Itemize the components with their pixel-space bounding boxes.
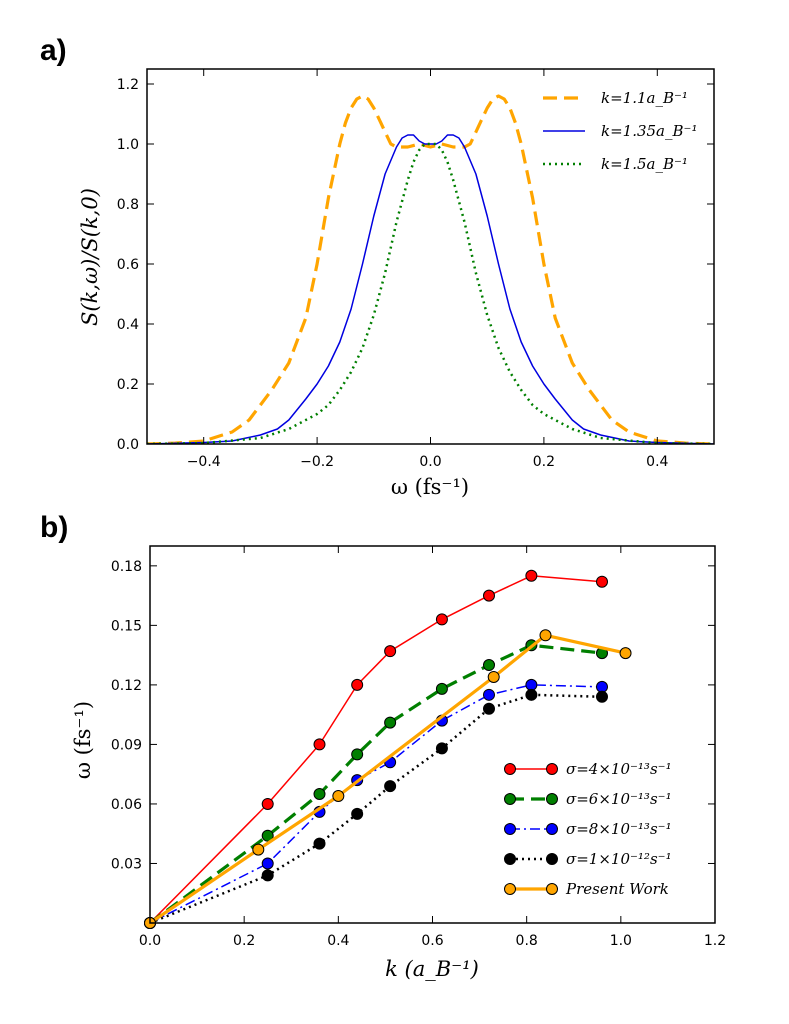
data-point (351, 807, 364, 820)
panel-a-legend: k=1.1a_B⁻¹ k=1.35a_B⁻¹ k=1.5a_B⁻¹ (543, 89, 697, 173)
data-point (261, 797, 274, 810)
y-tick-label: 0.8 (117, 197, 139, 213)
data-point (596, 690, 608, 703)
data-point (351, 748, 364, 761)
data-point (313, 788, 326, 801)
data-point (525, 688, 538, 701)
legend-marker (504, 853, 516, 865)
legend-marker (504, 793, 516, 805)
series-line-3 (150, 684, 603, 923)
legend-label: k=1.1a_B⁻¹ (601, 89, 688, 107)
data-point (525, 569, 538, 582)
data-point (384, 716, 397, 729)
y-tick-label: 0.6 (117, 257, 139, 273)
legend-label: Present Work (565, 880, 669, 898)
data-point (596, 680, 608, 693)
data-point (313, 837, 326, 850)
data-point (487, 670, 500, 683)
data-point (261, 869, 274, 882)
data-point (435, 682, 448, 695)
panel-b-xlabel: k (a_B⁻¹) (385, 957, 479, 981)
data-point (252, 843, 265, 856)
y-tick-label: 0.03 (111, 856, 142, 872)
data-point (539, 629, 552, 642)
legend-marker (546, 763, 558, 775)
data-point (619, 647, 632, 660)
y-tick-label: 0.18 (111, 559, 142, 575)
legend-marker (546, 823, 558, 835)
x-tick-label: 1.0 (610, 933, 632, 949)
data-point (596, 575, 608, 588)
data-point (483, 702, 495, 715)
y-tick-label: 0.0 (117, 437, 139, 453)
y-tick-label: 0.12 (111, 678, 142, 694)
data-point (261, 829, 274, 842)
data-point (261, 857, 274, 870)
data-point (483, 589, 495, 602)
y-tick-label: 1.0 (117, 137, 139, 153)
data-point (332, 790, 345, 803)
data-point (483, 688, 495, 701)
y-tick-label: 0.4 (117, 317, 139, 333)
legend-marker (504, 763, 516, 775)
legend-label: k=1.35a_B⁻¹ (601, 122, 697, 140)
data-point (351, 678, 364, 691)
x-tick-label: 0.2 (533, 454, 555, 470)
x-tick-label: 0.2 (233, 933, 255, 949)
x-tick-label: 1.2 (704, 933, 726, 949)
legend-label: k=1.5a_B⁻¹ (601, 155, 688, 173)
panel-a-ticks: −0.4 −0.2 0.0 0.2 0.4 0.0 0.2 0.4 0.6 0.8 1.0 1.2 (117, 69, 714, 470)
y-tick-label: 0.09 (111, 737, 142, 753)
y-tick-label: 0.15 (111, 618, 142, 634)
panel-b-plot (144, 569, 632, 929)
x-tick-label: 0.8 (516, 933, 538, 949)
data-point (313, 738, 326, 751)
legend-marker (504, 883, 516, 895)
legend-marker (504, 823, 516, 835)
x-tick-label: 0.6 (421, 933, 443, 949)
y-tick-label: 1.2 (117, 77, 139, 93)
x-tick-label: 0.0 (419, 454, 441, 470)
panel-a-label: a) (40, 34, 67, 67)
legend-marker (546, 883, 558, 895)
panel-b-label: b) (40, 511, 68, 544)
panel-b-ticks: 0.0 0.2 0.4 0.6 0.8 1.0 1.2 0.03 0.06 0.09 0.12 0.1… (111, 546, 726, 949)
data-point (483, 659, 495, 672)
series-line-1 (147, 94, 714, 444)
legend-label: σ=6×10⁻¹³s⁻¹ (566, 790, 672, 808)
panel-a-xlabel: ω (fs⁻¹) (391, 475, 469, 499)
series-line-2 (150, 643, 603, 923)
panel-a-plot (147, 94, 714, 444)
legend-marker (546, 793, 558, 805)
series-line-5 (150, 633, 626, 923)
panel-a-ylabel: S(k,ω)/S(k,0) (78, 188, 102, 326)
panel-b-ylabel: ω (fs⁻¹) (71, 701, 95, 779)
legend-label: σ=1×10⁻¹²s⁻¹ (566, 850, 672, 868)
panel-b-legend: σ=4×10⁻¹³s⁻¹ σ=6×10⁻¹³s⁻¹ σ=8×10⁻¹³s⁻¹ σ=1×… (504, 760, 672, 898)
data-point (435, 613, 448, 626)
data-point (435, 742, 448, 755)
series-line-2 (147, 134, 714, 444)
data-point (384, 645, 397, 658)
legend-label: σ=4×10⁻¹³s⁻¹ (566, 760, 672, 778)
data-point (384, 780, 397, 793)
y-tick-label: 0.2 (117, 377, 139, 393)
legend-label: σ=8×10⁻¹³s⁻¹ (566, 820, 672, 838)
x-tick-label: −0.2 (300, 454, 334, 470)
legend-marker (546, 853, 558, 865)
x-tick-label: 0.4 (646, 454, 668, 470)
y-tick-label: 0.06 (111, 797, 142, 813)
data-point (525, 678, 538, 691)
x-tick-label: 0.0 (139, 933, 161, 949)
x-tick-label: 0.4 (327, 933, 349, 949)
series-line-3 (147, 142, 714, 444)
x-tick-label: −0.4 (187, 454, 221, 470)
